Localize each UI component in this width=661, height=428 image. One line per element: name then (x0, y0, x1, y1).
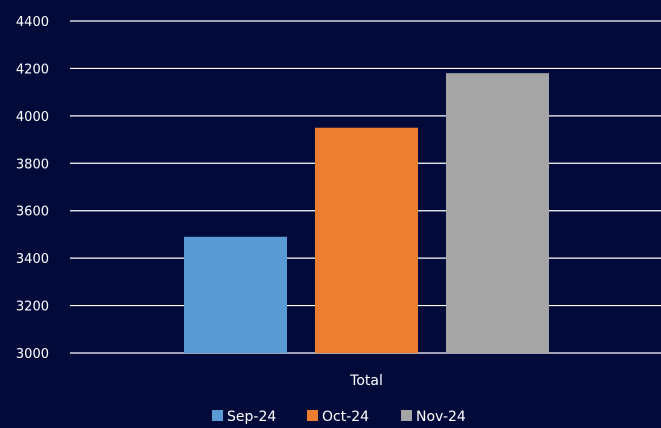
y-tick-label: 3200 (16, 300, 49, 315)
legend-label: Sep-24 (227, 409, 276, 425)
bar-sep-24 (184, 236, 287, 353)
y-tick-label: 3600 (16, 205, 49, 220)
legend-label: Oct-24 (322, 409, 369, 425)
y-tick-label: 4000 (16, 110, 49, 125)
legend-swatch (401, 410, 412, 421)
x-axis-categories: Total (349, 373, 383, 389)
legend-label: Nov-24 (416, 409, 466, 425)
legend-swatch (307, 410, 318, 421)
bar-oct-24 (315, 127, 418, 353)
bar-nov-24 (446, 73, 549, 354)
y-tick-label: 4200 (16, 62, 49, 77)
y-tick-label: 3400 (16, 252, 49, 267)
y-tick-label: 3800 (16, 157, 49, 172)
bars (184, 73, 549, 354)
x-category-label: Total (349, 373, 383, 389)
y-tick-label: 3000 (16, 347, 49, 362)
legend-swatch (212, 410, 223, 421)
legend: Sep-24 Oct-24 Nov-24 (212, 409, 466, 425)
y-tick-label: 4400 (16, 15, 49, 30)
y-axis-ticks: 3000 3200 3400 3600 3800 4000 4200 4400 (16, 15, 49, 362)
